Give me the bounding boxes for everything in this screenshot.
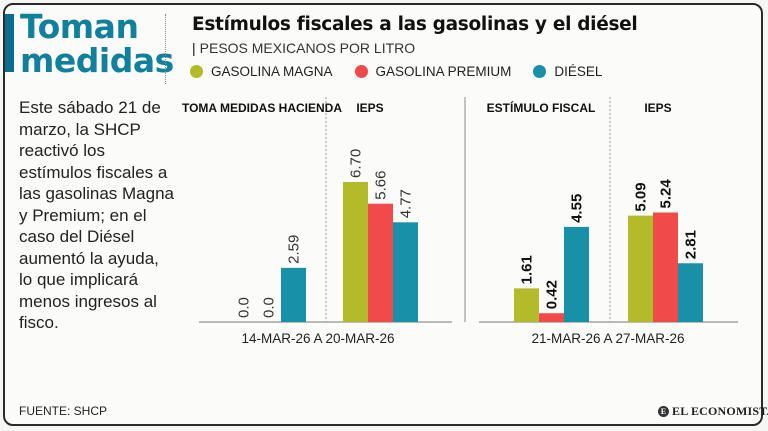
value-label: 0.42 xyxy=(544,280,561,309)
bar xyxy=(343,181,368,322)
chart-subtitle-text: PESOS MEXICANOS POR LITRO xyxy=(199,40,416,56)
value-label: 4.55 xyxy=(569,194,586,223)
bar xyxy=(539,313,564,322)
period-label: 21-MAR-26 A 27-MAR-26 xyxy=(531,331,684,346)
value-label: 0.0 xyxy=(261,297,278,318)
bar xyxy=(564,226,589,322)
section-label: ESTÍMULO FISCAL xyxy=(487,100,596,115)
value-label: 2.81 xyxy=(683,230,700,259)
legend-swatch-premium xyxy=(354,65,368,78)
accent-bar xyxy=(5,14,14,72)
legend-swatch-magna xyxy=(190,65,203,78)
value-label: 5.24 xyxy=(658,179,675,209)
bar xyxy=(393,222,418,322)
legend-item-premium: GASOLINA PREMIUM xyxy=(354,64,512,79)
chart-subtitle: | PESOS MEXICANOS POR LITRO xyxy=(192,40,416,56)
value-label: 5.66 xyxy=(373,171,390,200)
logo-mark-icon: E xyxy=(658,406,669,417)
legend-swatch-diesel xyxy=(533,65,547,78)
bar xyxy=(514,288,539,322)
legend-label-magna: GASOLINA MAGNA xyxy=(211,64,333,79)
legend-item-diesel: DIÉSEL xyxy=(533,64,602,79)
source-note: FUENTE: SHCP xyxy=(19,404,108,418)
bar xyxy=(678,263,703,322)
value-label: 6.70 xyxy=(348,149,365,178)
bar xyxy=(281,267,306,322)
value-label: 0.0 xyxy=(236,297,253,318)
legend-item-magna: GASOLINA MAGNA xyxy=(190,64,333,79)
section-label: TOMA MEDIDAS HACIENDA xyxy=(182,101,342,115)
legend-label-diesel: DIÉSEL xyxy=(554,64,603,79)
headline: Toman medidas xyxy=(20,7,174,80)
logo-text: EL ECONOMISTA xyxy=(672,404,768,418)
bar xyxy=(653,212,678,322)
section-label: IEPS xyxy=(644,101,671,115)
publisher-logo: E EL ECONOMISTA xyxy=(658,404,768,419)
body-text: Este sábado 21 de marzo, la SHCP reactiv… xyxy=(19,98,174,332)
chart-legend: GASOLINA MAGNA GASOLINA PREMIUM DIÉSEL xyxy=(190,64,624,79)
value-label: 1.61 xyxy=(519,255,536,284)
chart-title: Estímulos fiscales a las gasolinas y el … xyxy=(192,14,638,35)
value-label: 2.59 xyxy=(286,235,303,264)
value-label: 5.09 xyxy=(633,182,650,211)
value-label: 4.77 xyxy=(398,189,415,218)
bar xyxy=(628,215,653,322)
bar xyxy=(368,203,393,322)
section-label: IEPS xyxy=(356,101,383,115)
headline-divider xyxy=(165,14,166,84)
period-label: 14-MAR-26 A 20-MAR-26 xyxy=(241,331,394,346)
legend-label-premium: GASOLINA PREMIUM xyxy=(375,64,512,79)
